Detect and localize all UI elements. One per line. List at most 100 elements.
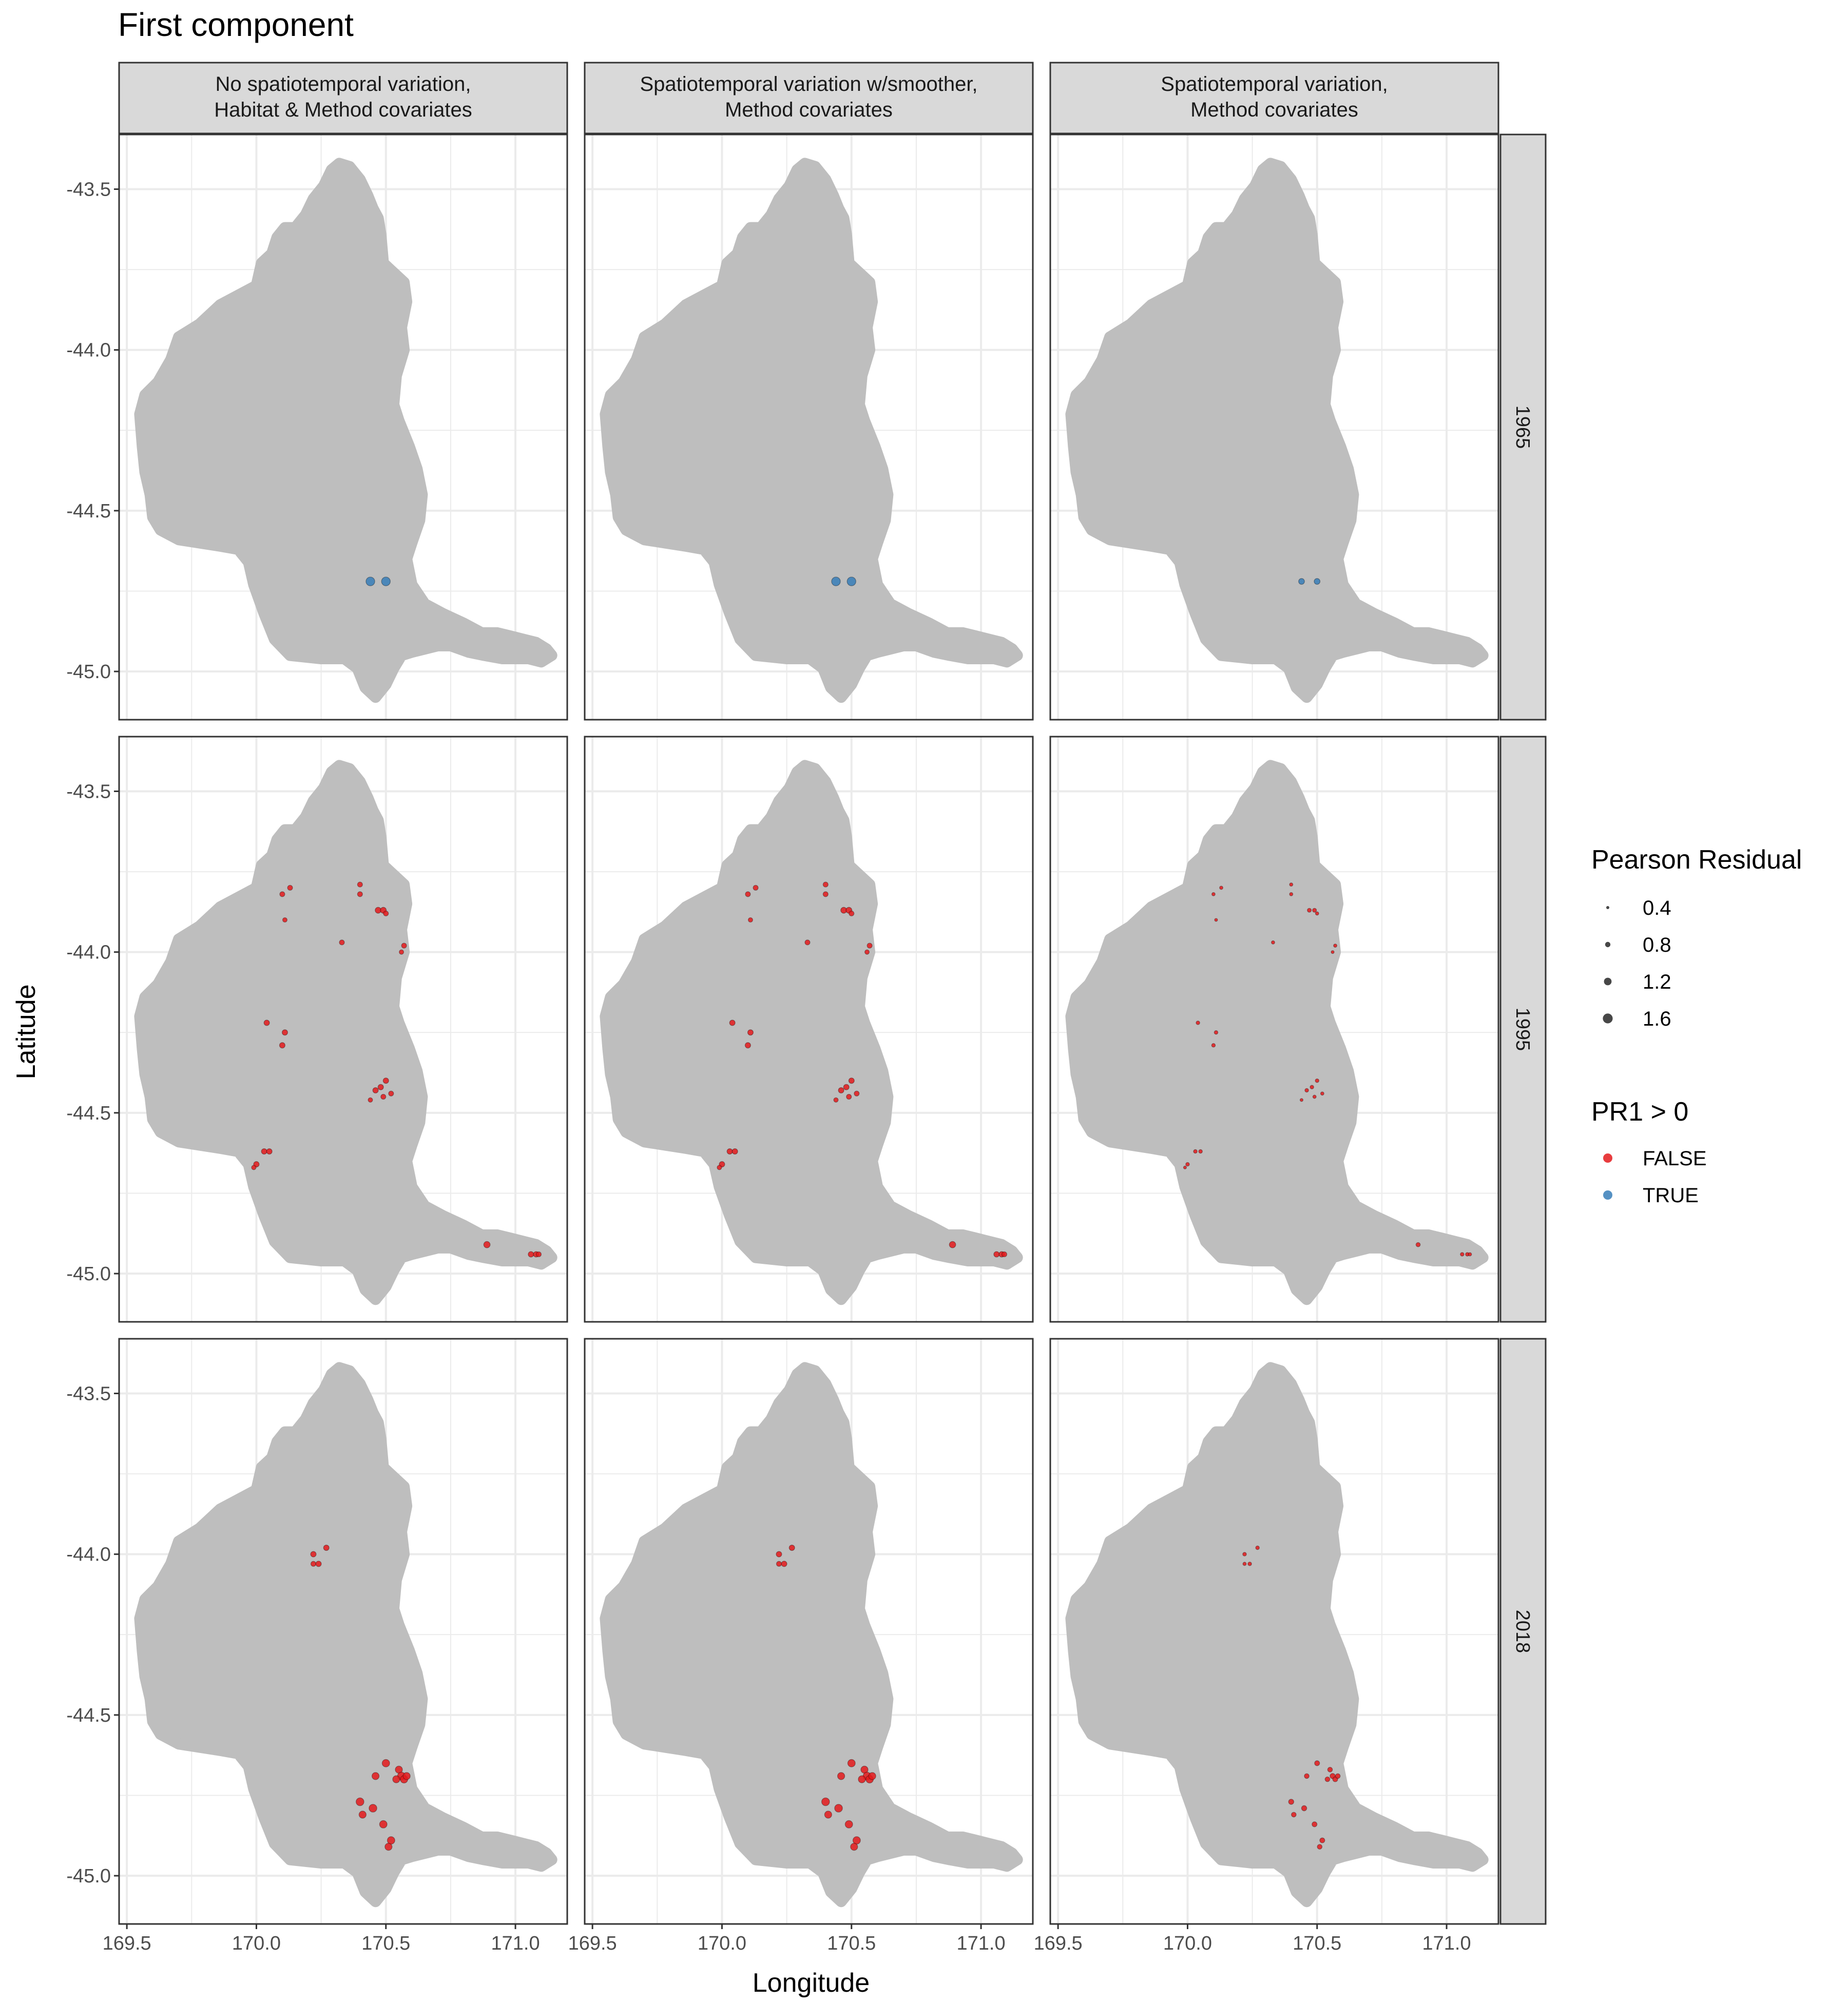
residual-point bbox=[377, 1084, 384, 1090]
residual-point bbox=[747, 917, 753, 923]
x-tick-label: 169.5 bbox=[568, 1933, 617, 1954]
residual-point bbox=[382, 1077, 389, 1084]
row-strip-label: 2018 bbox=[1512, 1610, 1533, 1653]
residual-point bbox=[369, 1804, 377, 1813]
residual-point bbox=[372, 1087, 379, 1094]
size-legend-title: Pearson Residual bbox=[1591, 845, 1802, 875]
y-tick-label: -44.5 bbox=[66, 1103, 111, 1124]
x-tick-label: 170.5 bbox=[361, 1933, 410, 1954]
residual-point bbox=[315, 1561, 322, 1567]
residual-point bbox=[1304, 1088, 1309, 1093]
residual-point bbox=[279, 1042, 285, 1049]
region-shape bbox=[134, 1362, 557, 1908]
x-tick-label: 170.5 bbox=[827, 1933, 876, 1954]
residual-point bbox=[381, 576, 391, 586]
residual-point bbox=[821, 1797, 830, 1806]
row-strip bbox=[1499, 133, 1547, 721]
residual-point bbox=[993, 1251, 1000, 1258]
residual-point bbox=[1331, 950, 1335, 954]
residual-point bbox=[1307, 908, 1312, 913]
residual-point bbox=[357, 891, 363, 897]
residual-point bbox=[383, 910, 389, 917]
residual-point bbox=[401, 942, 407, 949]
column-strip bbox=[118, 62, 568, 134]
residual-point bbox=[822, 891, 829, 897]
residual-point bbox=[822, 881, 829, 888]
residual-point bbox=[1298, 578, 1305, 585]
residual-point bbox=[850, 1843, 858, 1851]
row-strip-label: 1995 bbox=[1512, 1008, 1533, 1051]
residual-point bbox=[365, 576, 375, 586]
residual-point bbox=[339, 939, 345, 946]
residual-point bbox=[864, 949, 870, 955]
column-strip bbox=[584, 62, 1034, 134]
facet-grid: -43.5-44.0-44.5-45.01965-43.5-44.0-44.5-… bbox=[66, 62, 1547, 1954]
region-shape bbox=[600, 1362, 1023, 1908]
residual-point bbox=[1324, 1776, 1331, 1782]
residual-point bbox=[824, 1811, 832, 1819]
panel bbox=[584, 133, 1034, 721]
y-tick-label: -43.5 bbox=[66, 781, 111, 802]
x-tick-label: 170.0 bbox=[698, 1933, 746, 1954]
size-legend-label: 0.8 bbox=[1643, 934, 1671, 956]
residual-point bbox=[1289, 882, 1294, 887]
y-axis-title: Latitude bbox=[11, 984, 41, 1079]
residual-point bbox=[1214, 1030, 1219, 1035]
x-tick-label: 171.0 bbox=[491, 1933, 540, 1954]
residual-point bbox=[381, 1759, 390, 1767]
residual-point bbox=[1242, 1552, 1247, 1556]
region-shape bbox=[134, 158, 557, 703]
residual-point bbox=[1247, 1562, 1252, 1566]
size-legend-label: 0.4 bbox=[1643, 897, 1671, 919]
residual-point bbox=[399, 949, 405, 955]
residual-point bbox=[251, 1165, 257, 1170]
residual-point bbox=[1291, 1812, 1297, 1818]
row-strip bbox=[1499, 736, 1547, 1323]
residual-point bbox=[371, 1772, 380, 1780]
residual-point bbox=[846, 576, 856, 586]
residual-point bbox=[1211, 1043, 1216, 1048]
column-strip-label: Spatiotemporal variation, bbox=[1161, 73, 1388, 95]
row-strip bbox=[1499, 1338, 1547, 1925]
residual-point bbox=[1301, 1805, 1307, 1812]
residual-point bbox=[781, 1561, 787, 1567]
x-tick-label: 169.5 bbox=[103, 1933, 151, 1954]
x-tick-label: 170.0 bbox=[1163, 1933, 1212, 1954]
residual-point bbox=[843, 1084, 850, 1090]
color-legend-title: PR1 > 0 bbox=[1591, 1097, 1688, 1127]
residual-point bbox=[1185, 1162, 1190, 1167]
residual-point bbox=[1304, 1773, 1310, 1779]
residual-point bbox=[1242, 1562, 1247, 1566]
residual-point bbox=[732, 1148, 738, 1155]
panel-border bbox=[1049, 736, 1499, 1323]
residual-point bbox=[356, 1797, 364, 1806]
residual-point bbox=[849, 910, 855, 917]
size-legend-label: 1.6 bbox=[1643, 1008, 1671, 1030]
residual-point bbox=[1001, 1251, 1008, 1258]
residual-point bbox=[279, 891, 285, 897]
y-tick-label: -44.0 bbox=[66, 942, 111, 964]
residual-point bbox=[1327, 1767, 1333, 1773]
residual-point bbox=[804, 939, 811, 946]
residual-point bbox=[844, 1820, 853, 1828]
residual-point bbox=[1312, 908, 1317, 913]
residual-point bbox=[753, 884, 759, 891]
panel: 169.5 170.0 170.5 171.0 bbox=[568, 1338, 1034, 1954]
residual-point bbox=[788, 1545, 795, 1551]
column-strip-label: Habitat & Method covariates bbox=[214, 99, 472, 121]
region-shape bbox=[1065, 1362, 1489, 1908]
residual-point bbox=[384, 1843, 393, 1851]
x-tick-label: 170.0 bbox=[232, 1933, 281, 1954]
y-tick-label: -44.5 bbox=[66, 500, 111, 522]
residual-point bbox=[1315, 911, 1319, 916]
residual-point bbox=[1288, 1799, 1295, 1805]
residual-point bbox=[1312, 1821, 1318, 1827]
panel bbox=[584, 736, 1034, 1323]
residual-point bbox=[1468, 1252, 1472, 1257]
residual-point bbox=[1183, 1165, 1187, 1169]
residual-point bbox=[1198, 1149, 1203, 1154]
region-shape bbox=[134, 760, 557, 1305]
region-shape bbox=[1065, 760, 1489, 1305]
y-tick-label: -45.0 bbox=[66, 661, 111, 683]
panel bbox=[1049, 133, 1499, 721]
